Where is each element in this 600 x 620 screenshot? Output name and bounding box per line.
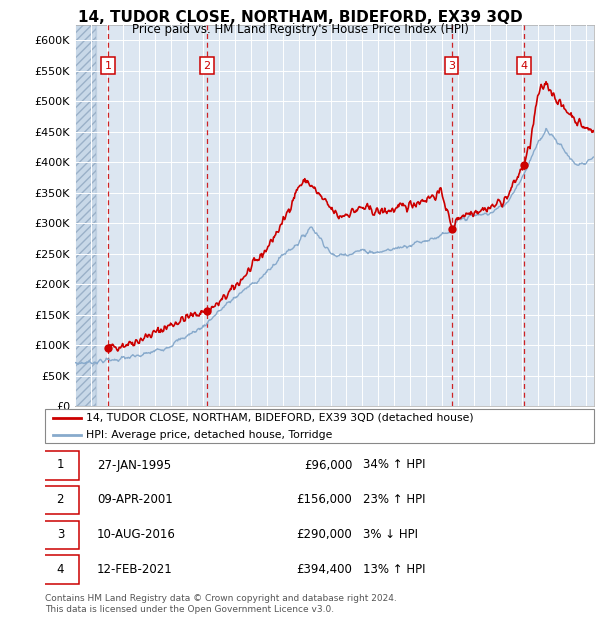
Text: 14, TUDOR CLOSE, NORTHAM, BIDEFORD, EX39 3QD: 14, TUDOR CLOSE, NORTHAM, BIDEFORD, EX39… <box>77 10 523 25</box>
Text: 14, TUDOR CLOSE, NORTHAM, BIDEFORD, EX39 3QD (detached house): 14, TUDOR CLOSE, NORTHAM, BIDEFORD, EX39… <box>86 413 474 423</box>
Text: 4: 4 <box>520 61 527 71</box>
Text: 2: 2 <box>56 494 64 506</box>
Text: 09-APR-2001: 09-APR-2001 <box>97 494 173 506</box>
FancyBboxPatch shape <box>42 451 79 479</box>
FancyBboxPatch shape <box>42 521 79 549</box>
Text: 13% ↑ HPI: 13% ↑ HPI <box>364 563 426 575</box>
Bar <box>75 25 96 406</box>
Text: £156,000: £156,000 <box>296 494 352 506</box>
Bar <box>75 25 96 406</box>
FancyBboxPatch shape <box>45 409 594 443</box>
FancyBboxPatch shape <box>42 556 79 583</box>
Text: 3: 3 <box>56 528 64 541</box>
Text: 23% ↑ HPI: 23% ↑ HPI <box>364 494 426 506</box>
Text: 10-AUG-2016: 10-AUG-2016 <box>97 528 176 541</box>
Text: 27-JAN-1995: 27-JAN-1995 <box>97 459 171 471</box>
Text: 3: 3 <box>448 61 455 71</box>
Text: HPI: Average price, detached house, Torridge: HPI: Average price, detached house, Torr… <box>86 430 332 440</box>
Text: 1: 1 <box>56 459 64 471</box>
Text: £290,000: £290,000 <box>296 528 352 541</box>
Text: 4: 4 <box>56 563 64 575</box>
Text: 3% ↓ HPI: 3% ↓ HPI <box>364 528 418 541</box>
Text: £394,400: £394,400 <box>296 563 352 575</box>
Text: £96,000: £96,000 <box>304 459 352 471</box>
Text: 12-FEB-2021: 12-FEB-2021 <box>97 563 173 575</box>
Text: 2: 2 <box>203 61 211 71</box>
Text: Contains HM Land Registry data © Crown copyright and database right 2024.
This d: Contains HM Land Registry data © Crown c… <box>45 595 397 614</box>
FancyBboxPatch shape <box>42 486 79 514</box>
Text: 34% ↑ HPI: 34% ↑ HPI <box>364 459 426 471</box>
Text: Price paid vs. HM Land Registry's House Price Index (HPI): Price paid vs. HM Land Registry's House … <box>131 23 469 36</box>
Text: 1: 1 <box>104 61 112 71</box>
